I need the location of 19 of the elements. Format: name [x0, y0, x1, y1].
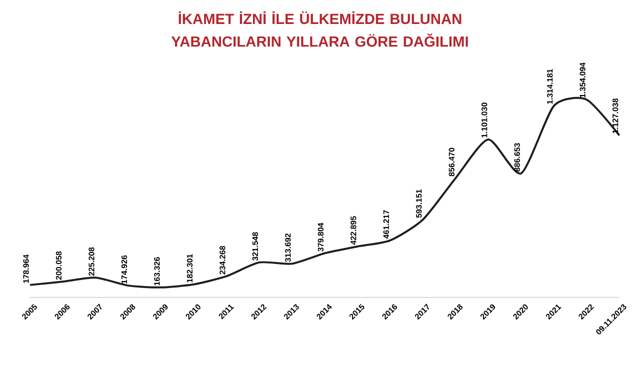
- data-label: 1.314.181: [547, 68, 553, 104]
- data-label: 379.804: [318, 222, 324, 252]
- data-label: 313.692: [285, 233, 291, 262]
- data-label: 178.964: [23, 254, 29, 283]
- data-label: 856.470: [448, 148, 454, 176]
- data-label: 1.354.094: [580, 62, 586, 98]
- data-label: 234.268: [220, 246, 226, 274]
- data-label: 200.058: [56, 251, 62, 280]
- data-label: 461.217: [383, 210, 389, 239]
- chart-title: İKAMET İZNİ İLE ÜLKEMİZDE BULUNAN YABANCILARIN YILLARA GÖRE DAĞILIMI: [171, 11, 468, 47]
- data-label: 422.895: [350, 216, 356, 245]
- data-label: 886.653: [514, 143, 520, 172]
- data-label: 593.151: [416, 189, 422, 218]
- data-label: 163.326: [154, 257, 160, 286]
- data-label: 1.101.030: [482, 102, 488, 138]
- data-label: 321.548: [252, 232, 258, 261]
- data-label: 174.926: [121, 255, 128, 284]
- data-label: 225.208: [88, 247, 94, 276]
- data-label: 182.301: [186, 254, 193, 282]
